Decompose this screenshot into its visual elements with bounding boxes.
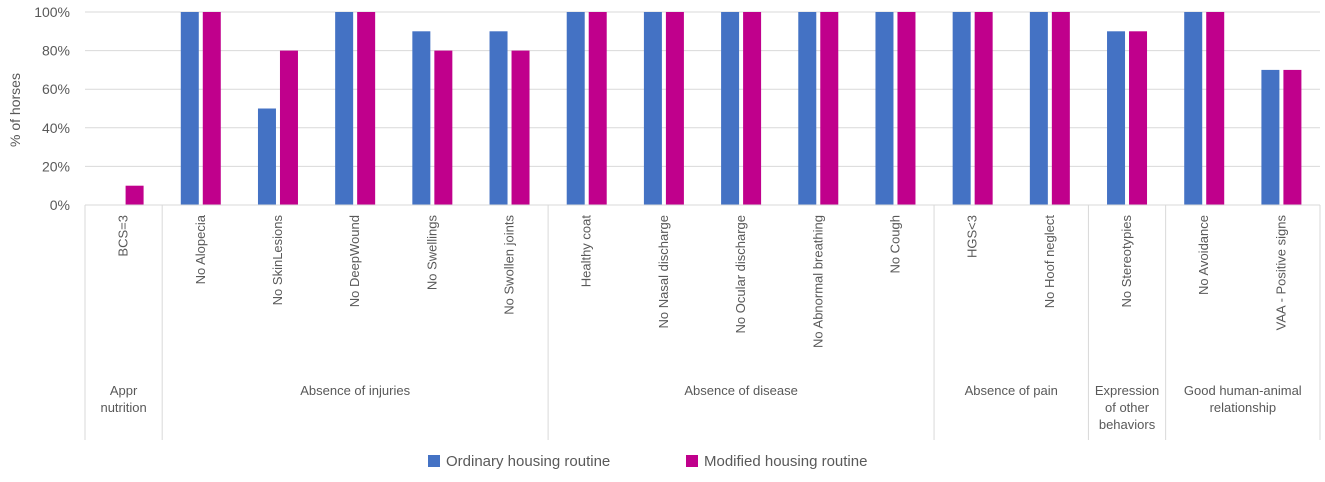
bar <box>202 12 221 205</box>
bar <box>588 12 607 205</box>
bar <box>1029 12 1048 205</box>
category-label: No Cough <box>887 215 902 274</box>
group-label: Good human-animal <box>1184 383 1302 398</box>
group-label: Absence of injuries <box>300 383 410 398</box>
category-label: VAA - Positive signs <box>1273 215 1288 331</box>
category-label: No Hoof neglect <box>1042 215 1057 309</box>
legend-label: Modified housing routine <box>704 453 867 470</box>
group-label: of other <box>1105 400 1150 415</box>
y-tick-label: 80% <box>42 43 70 59</box>
group-label: nutrition <box>100 400 146 415</box>
y-tick-label: 0% <box>50 197 70 213</box>
y-axis-title: % of horses <box>7 73 23 147</box>
legend-swatch <box>428 455 440 467</box>
category-labels: BCS=3 No Alopecia No SkinLesions No DeepWou… <box>116 214 1289 348</box>
y-tick-label: 20% <box>42 158 70 174</box>
bar <box>357 12 376 205</box>
group-label: Appr <box>110 383 138 398</box>
bar <box>798 12 817 205</box>
bar <box>412 31 431 205</box>
bar <box>180 12 199 205</box>
bar <box>897 12 916 205</box>
group-label: Expression <box>1095 383 1159 398</box>
category-label: No Swollen joints <box>502 215 517 315</box>
bar <box>974 12 993 205</box>
category-label: HGS<3 <box>965 215 980 258</box>
bar <box>489 31 508 205</box>
bar <box>279 50 298 205</box>
group-label: Absence of pain <box>965 383 1058 398</box>
bar <box>566 12 585 205</box>
bar <box>511 50 530 205</box>
bar <box>743 12 762 205</box>
bar <box>952 12 971 205</box>
y-tick-label: 40% <box>42 120 70 136</box>
bar <box>125 185 144 205</box>
bar <box>1129 31 1148 205</box>
group-labels: Appr nutrition Absence of injuries Absence … <box>100 383 1301 432</box>
group-label: Absence of disease <box>684 383 797 398</box>
category-label: No Stereotypies <box>1119 215 1134 308</box>
category-label: No DeepWound <box>347 215 362 307</box>
y-tick-label: 60% <box>42 81 70 97</box>
bar <box>820 12 839 205</box>
bar <box>1107 31 1126 205</box>
bar <box>1261 69 1280 206</box>
category-label: No Swellings <box>424 215 439 291</box>
bar <box>875 12 894 205</box>
category-label: No SkinLesions <box>270 215 285 306</box>
bar <box>1051 12 1070 205</box>
bar <box>1184 12 1203 205</box>
legend: Ordinary housing routine Modified housing… <box>428 453 867 470</box>
category-label: Healthy coat <box>579 215 594 288</box>
legend-swatch <box>686 455 698 467</box>
legend-label: Ordinary housing routine <box>446 453 610 470</box>
bar <box>335 12 354 205</box>
category-label: No Nasal discharge <box>656 215 671 328</box>
bar <box>1283 69 1302 206</box>
y-tick-label: 100% <box>34 4 70 20</box>
bar <box>643 12 662 205</box>
bar <box>721 12 740 205</box>
group-label: relationship <box>1210 400 1277 415</box>
bar <box>257 108 276 205</box>
bar <box>1206 12 1225 205</box>
category-label: BCS=3 <box>116 215 131 257</box>
y-tick-labels: 0% 20% 40% 60% 80% 100% <box>34 4 70 213</box>
axes <box>84 204 1321 440</box>
bar <box>665 12 684 205</box>
category-label: No Alopecia <box>193 214 208 284</box>
category-label: No Abnormal breathing <box>810 215 825 348</box>
group-label: behaviors <box>1099 417 1156 432</box>
bar <box>434 50 453 205</box>
category-label: No Ocular discharge <box>733 215 748 334</box>
bars <box>125 12 1302 206</box>
category-label: No Avoidance <box>1196 215 1211 295</box>
